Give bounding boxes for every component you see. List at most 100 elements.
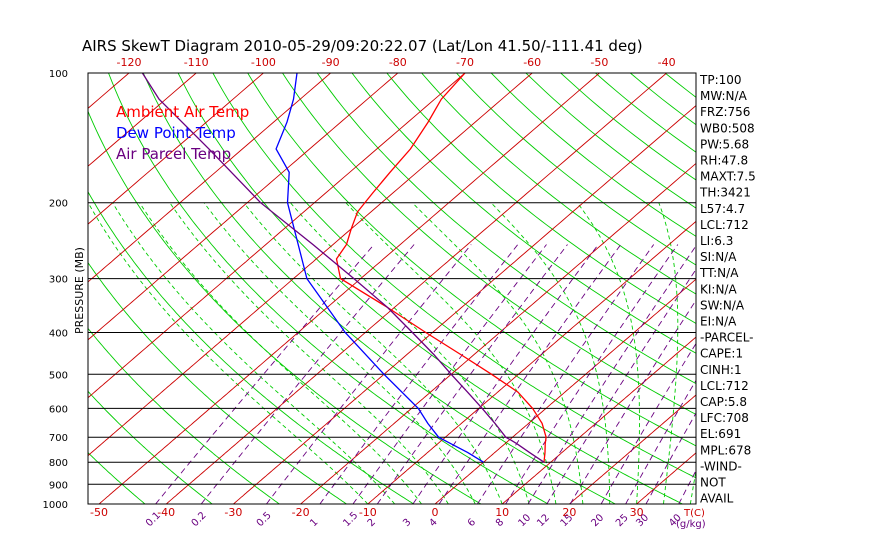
plot-area — [88, 73, 870, 504]
dry-adiabat-line — [88, 327, 280, 504]
isotherm-line — [88, 73, 533, 457]
mixing-ratio-line — [600, 342, 696, 504]
bottom-temperature-tick-label: -30 — [224, 506, 242, 519]
index-entry: MPL:678 — [700, 443, 751, 457]
moist-adiabat-line — [203, 202, 476, 504]
isotherm-line — [88, 73, 466, 399]
parcel-temp-line — [141, 73, 545, 463]
index-entry: TT:N/A — [699, 266, 739, 280]
dry-adiabat-line — [88, 110, 482, 504]
index-entry: RH:47.8 — [700, 154, 748, 168]
mixing-ratio-line — [155, 244, 375, 504]
mixing-ratio-unit-label: (g/kg) — [676, 519, 706, 530]
index-entry: LCL:712 — [700, 379, 749, 393]
moist-adiabat-line — [169, 202, 449, 504]
top-temperature-tick-labels: -120 -110 -100 -90 -80 -70 -60 -50 -40 — [117, 56, 676, 69]
ambient-temp-line — [335, 73, 547, 463]
isotherm-line — [165, 73, 667, 504]
bottom-temperature-tick-label: -40 — [157, 506, 175, 519]
index-entry: KI:N/A — [700, 282, 737, 296]
top-temperature-tick-label: -120 — [117, 56, 142, 69]
index-entry: CINH:1 — [700, 363, 742, 377]
pressure-tick-label: 400 — [49, 328, 68, 339]
isotherm-line — [501, 336, 696, 504]
dry-adiabat-line — [490, 73, 696, 237]
pressure-tick-label: 1000 — [43, 500, 68, 511]
isobars — [88, 73, 696, 504]
index-entry: PW:5.68 — [700, 137, 749, 151]
mixing-ratio-line — [438, 244, 622, 504]
isotherm-line — [367, 220, 696, 504]
dry-adiabat-line — [456, 73, 696, 266]
mixing-ratio-tick-label: 3 — [401, 517, 413, 529]
dry-adiabat-line — [316, 73, 696, 385]
mixing-ratio-tick-label: 0.2 — [190, 510, 209, 529]
mixing-ratio-tick-label: 25 — [614, 512, 631, 529]
mixing-ratio-tick-label: 20 — [589, 512, 606, 529]
dewpoint-line — [275, 73, 484, 463]
mixing-ratio-line — [505, 244, 679, 504]
mixing-ratio-line — [200, 244, 415, 504]
isotherm-line — [434, 278, 696, 504]
top-temperature-tick-label: -60 — [523, 56, 541, 69]
mixing-ratio-line — [477, 244, 655, 504]
isotherm-line — [569, 394, 696, 504]
index-entry: EL:691 — [700, 427, 741, 441]
top-temperature-tick-label: -50 — [590, 56, 608, 69]
mixing-ratio-tick-label: 6 — [466, 517, 478, 529]
pressure-tick-label: 500 — [49, 370, 68, 381]
top-temperature-tick-label: -100 — [251, 56, 276, 69]
isotherm-line — [636, 452, 696, 504]
index-entry: CAP:5.8 — [700, 395, 747, 409]
mixing-ratio-line — [319, 244, 519, 504]
dry-adiabat-line — [88, 451, 146, 504]
moist-adiabat-line — [412, 202, 584, 504]
mixing-ratio-line — [645, 412, 696, 504]
index-entry: TH:3421 — [699, 186, 751, 200]
bottom-temperature-tick-label: -50 — [90, 506, 108, 519]
dry-adiabat-line — [839, 73, 870, 504]
index-entry: -PARCEL- — [700, 331, 754, 345]
legend: Ambient Air Temp Dew Point Temp Air Parc… — [116, 103, 249, 163]
moist-adiabat-line — [88, 202, 369, 504]
pressure-tick-label: 100 — [49, 69, 68, 80]
index-entry: FRZ:756 — [700, 105, 750, 119]
mixing-ratio-line — [569, 299, 696, 504]
mixing-ratio-line — [546, 268, 696, 504]
index-entry: LI:6.3 — [700, 234, 733, 248]
dry-adiabat-line — [88, 390, 213, 504]
top-temperature-tick-label: -90 — [322, 56, 340, 69]
moist-adiabat-line — [345, 202, 557, 504]
mixing-ratio-tick-label: 1.5 — [341, 510, 360, 529]
isotherm-line — [233, 104, 696, 504]
index-entry: L57:4.7 — [700, 202, 745, 216]
mixing-ratio-tick-label: 12 — [535, 512, 552, 529]
pressure-tick-label: 900 — [49, 480, 68, 491]
mixing-ratio-tick-label: 10 — [516, 512, 533, 529]
bottom-temperature-tick-label: -20 — [292, 506, 310, 519]
isotherms — [88, 73, 696, 504]
index-entry: WB0:508 — [700, 121, 755, 135]
dry-adiabat-line — [630, 73, 696, 126]
pressure-tick-label: 300 — [49, 275, 68, 286]
bottom-temperature-tick-label: -10 — [359, 506, 377, 519]
index-entry: LCL:712 — [700, 218, 749, 232]
dry-adiabat-line — [351, 73, 696, 354]
index-entry: TP:100 — [699, 73, 742, 87]
legend-dewpoint: Dew Point Temp — [116, 124, 236, 142]
top-temperature-tick-label: -70 — [456, 56, 474, 69]
top-temperature-tick-label: -110 — [184, 56, 209, 69]
mixing-ratio-lines — [155, 244, 696, 504]
moist-adiabat-line — [112, 202, 396, 504]
index-entry: -WIND- — [700, 459, 742, 473]
index-entry: LFC:708 — [700, 411, 749, 425]
legend-parcel: Air Parcel Temp — [116, 145, 231, 163]
dry-adiabat-line — [142, 73, 616, 504]
mixing-ratio-tick-label: 0.5 — [255, 510, 274, 529]
mixing-ratio-line — [527, 245, 696, 504]
pressure-tick-label: 800 — [49, 458, 68, 469]
bottom-temperature-tick-label: 0 — [432, 506, 439, 519]
bottom-temperature-tick-label: 30 — [630, 506, 644, 519]
dry-adiabat-line — [282, 73, 696, 415]
